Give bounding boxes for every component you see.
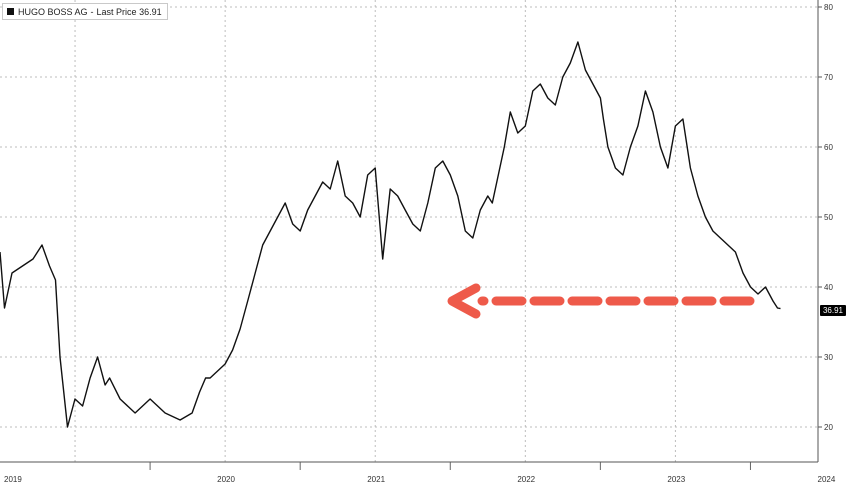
- price-series-line: [0, 41, 781, 428]
- y-tick-label: 70: [824, 73, 833, 82]
- legend-last-price-value: 36.91: [139, 6, 162, 17]
- legend-swatch: [7, 8, 14, 15]
- y-tick-label: 50: [824, 213, 833, 222]
- legend-last-price-label: Last Price: [96, 6, 137, 17]
- x-tick-label: 2020: [217, 475, 235, 484]
- legend-separator: -: [90, 6, 94, 17]
- y-tick-label: 30: [824, 353, 833, 362]
- legend: HUGO BOSS AG - Last Price 36.91: [2, 3, 168, 20]
- y-tick-label: 60: [824, 143, 833, 152]
- x-tick-label: 2024: [818, 475, 836, 484]
- y-tick-label: 40: [824, 283, 833, 292]
- x-tick-label: 2022: [517, 475, 535, 484]
- x-tick-label: 2021: [367, 475, 385, 484]
- x-tick-label: 2019: [4, 475, 22, 484]
- last-price-tag: 36.91: [819, 305, 846, 316]
- y-tick-label: 80: [824, 3, 833, 12]
- x-tick-label: 2023: [667, 475, 685, 484]
- arrow-head-icon: [447, 283, 481, 319]
- legend-security-name: HUGO BOSS AG: [18, 6, 88, 17]
- y-tick-label: 20: [824, 423, 833, 432]
